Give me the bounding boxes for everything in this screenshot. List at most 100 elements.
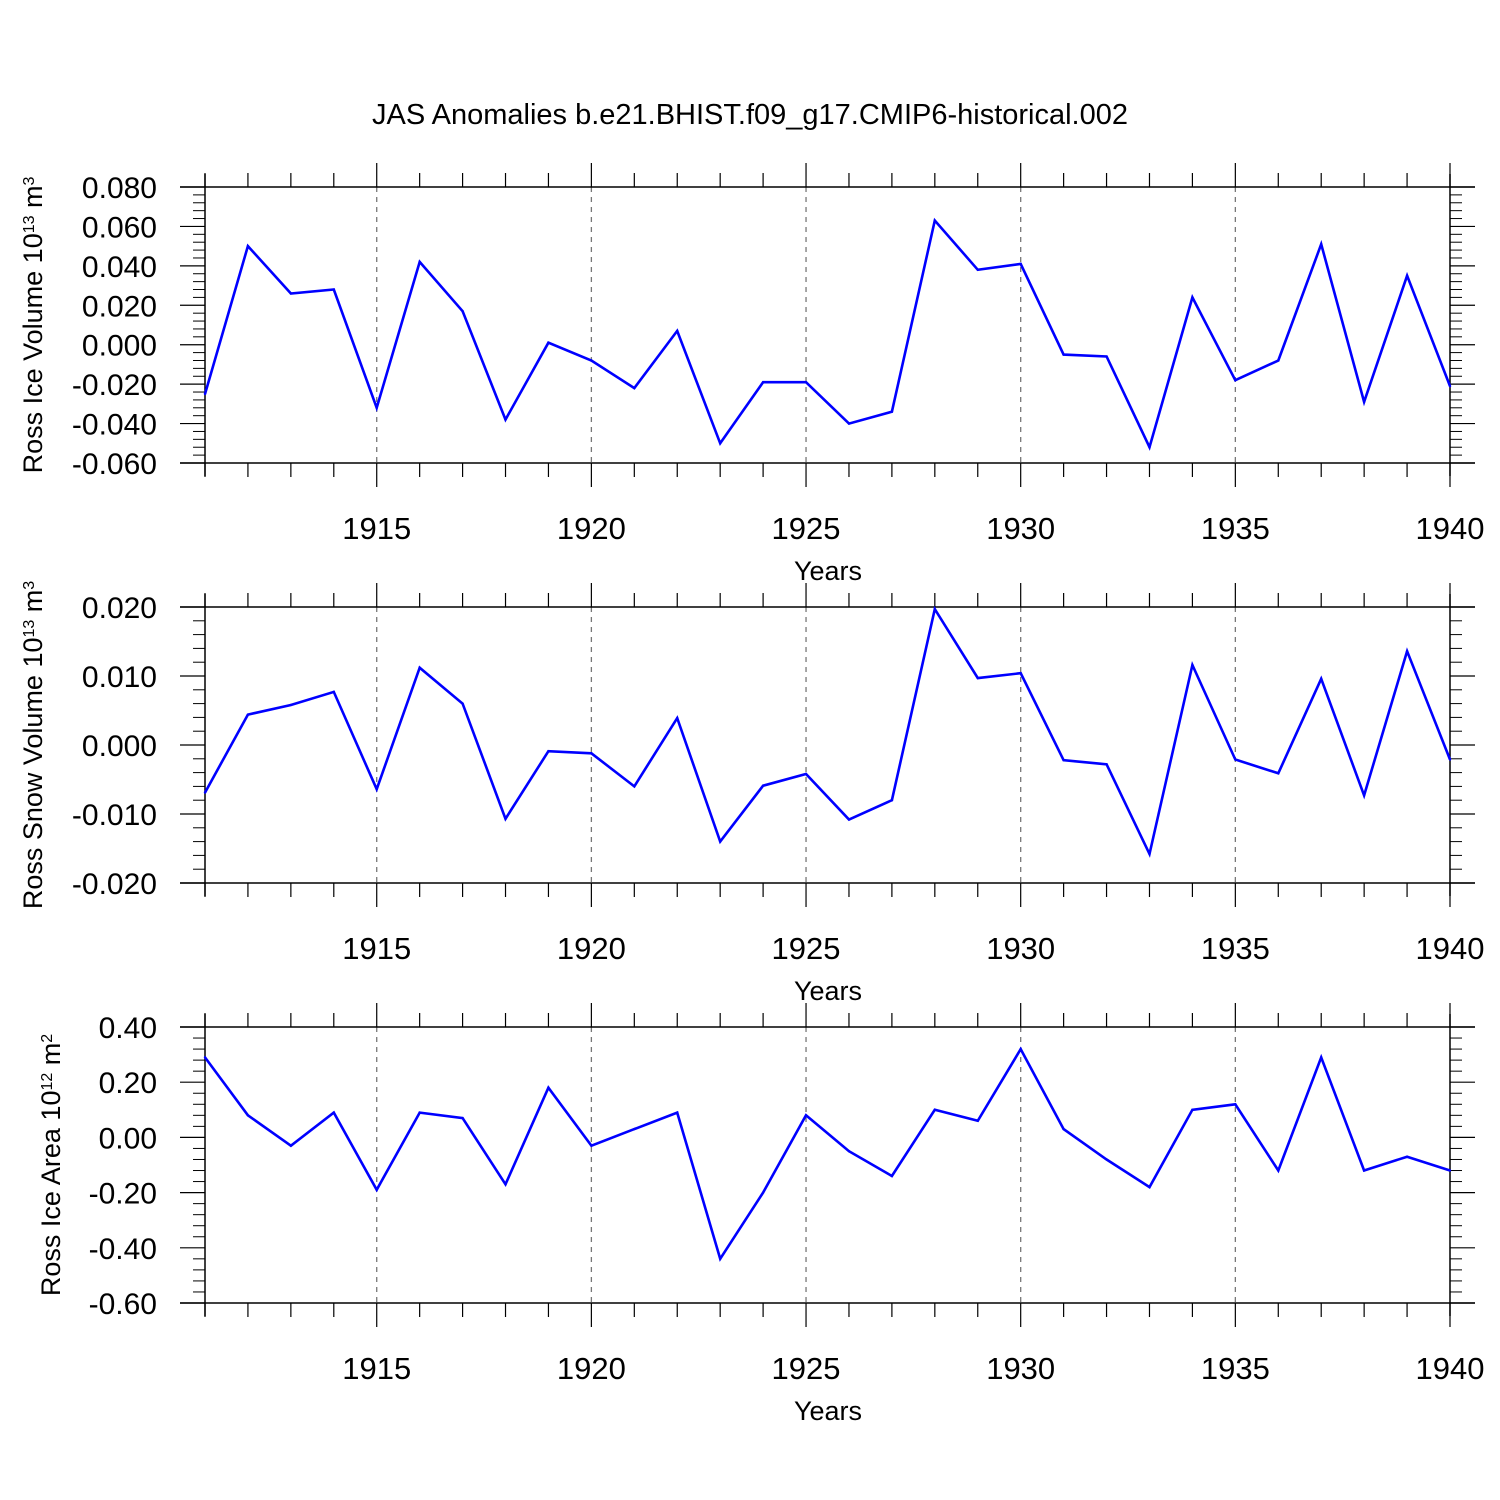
data-point (976, 268, 979, 271)
series-line (203, 217, 1452, 451)
data-point (804, 1114, 808, 1117)
data-point (547, 341, 550, 344)
x-tick-label: 1935 (1201, 931, 1270, 966)
data-point (461, 310, 464, 313)
data-point (976, 1119, 979, 1123)
x-tick-label: 1935 (1201, 1351, 1270, 1386)
data-point (203, 392, 207, 396)
data-point (761, 380, 765, 384)
data-point (1148, 1185, 1151, 1189)
data-point (1448, 384, 1452, 388)
data-point (633, 785, 636, 788)
series-line (203, 1046, 1451, 1262)
chart-title: JAS Anomalies b.e21.BHIST.f09_g17.CMIP6-… (372, 99, 1128, 131)
y-axis-label-part: m (36, 1043, 66, 1073)
y-axis-label-superscript: 3 (21, 176, 38, 185)
x-tick-label: 1940 (1416, 1351, 1485, 1386)
chart-panel-3: 0.40 0.20 0.00 -0.20 -0.40 -0.60 1915 1920 1925 1… (36, 1003, 1484, 1426)
y-tick-label: 0.000 (82, 730, 157, 763)
x-axis-label: Years (794, 1396, 862, 1426)
data-point (1105, 1158, 1108, 1161)
data-point (933, 607, 937, 611)
y-axis-label: Ross Snow Volume 1013 m3 (18, 581, 48, 909)
x-tick-label: 1925 (772, 1351, 841, 1386)
data-point (461, 702, 464, 705)
data-point (246, 713, 250, 716)
data-point (1191, 296, 1194, 299)
data-point (1320, 677, 1323, 680)
data-point (332, 288, 335, 291)
data-point (590, 752, 593, 755)
x-tick-label: 1925 (772, 931, 841, 966)
data-point (804, 380, 808, 384)
data-point (847, 422, 851, 425)
y-tick-label: 0.040 (82, 251, 157, 284)
y-tick-label: 0.020 (82, 290, 157, 323)
y-tick-label: -0.20 (89, 1178, 157, 1211)
data-point (1362, 1169, 1366, 1172)
data-point (461, 1116, 464, 1120)
x-tick-label: 1940 (1416, 511, 1485, 546)
y-tick-label: -0.40 (89, 1233, 157, 1266)
x-tick-label: 1930 (986, 511, 1055, 546)
data-point (590, 1144, 593, 1147)
data-point (590, 359, 593, 362)
series-line (203, 605, 1452, 858)
x-tick-label: 1915 (342, 931, 411, 966)
data-point (1362, 400, 1366, 404)
data-point (1191, 663, 1194, 667)
data-point (289, 703, 293, 707)
y-tick-label: -0.020 (72, 868, 157, 901)
data-point (1148, 446, 1151, 449)
x-tick-label: 1925 (772, 511, 841, 546)
data-point (246, 1114, 250, 1117)
data-point (375, 787, 378, 791)
data-point (1191, 1108, 1194, 1112)
data-point (1019, 262, 1022, 266)
data-point (375, 406, 378, 409)
x-tick-label: 1920 (557, 931, 626, 966)
y-tick-label: -0.60 (89, 1288, 157, 1321)
data-point (332, 690, 335, 694)
data-point (1320, 242, 1323, 246)
data-point (1019, 1047, 1022, 1051)
y-axis-label-superscript: 12 (39, 1073, 56, 1091)
data-point (289, 292, 293, 295)
y-axis-label-part: Ross Ice Volume 10 (18, 233, 48, 473)
data-point (418, 666, 421, 669)
y-tick-label: 0.020 (82, 592, 157, 625)
data-point (1277, 772, 1280, 775)
x-tick-label: 1915 (342, 1351, 411, 1386)
y-axis-label-superscript: 2 (39, 1034, 56, 1043)
data-point (547, 1086, 550, 1089)
data-point (1362, 794, 1366, 797)
data-point (1277, 359, 1280, 362)
y-axis-label-part: m (18, 185, 48, 215)
data-point (1105, 763, 1108, 766)
data-point (203, 791, 207, 794)
data-point (1062, 353, 1065, 356)
y-tick-label: 0.20 (99, 1067, 157, 1100)
data-point (890, 1174, 894, 1178)
data-point (1234, 379, 1237, 382)
data-point (1405, 649, 1409, 653)
y-tick-label: 0.00 (99, 1122, 157, 1155)
data-point (633, 1127, 636, 1131)
data-point (1062, 1127, 1065, 1131)
data-point (246, 244, 250, 248)
data-point (1234, 758, 1237, 761)
data-point (676, 329, 679, 333)
y-axis-label: Ross Ice Volume 1013 m3 (18, 176, 48, 473)
data-point (804, 772, 808, 776)
data-point (332, 1111, 335, 1114)
x-tick-label: 1935 (1201, 511, 1270, 546)
data-point (933, 219, 937, 222)
data-point (289, 1144, 293, 1147)
y-axis-label-part: Ross Snow Volume 10 (18, 638, 48, 910)
data-point (676, 716, 679, 720)
x-tick-label: 1930 (986, 931, 1055, 966)
data-point (504, 817, 507, 821)
y-tick-label: -0.020 (72, 369, 157, 402)
chart-panel-2: 0.020 0.010 0.000 -0.010 -0.020 1915 1920 1925 1… (18, 581, 1484, 1006)
